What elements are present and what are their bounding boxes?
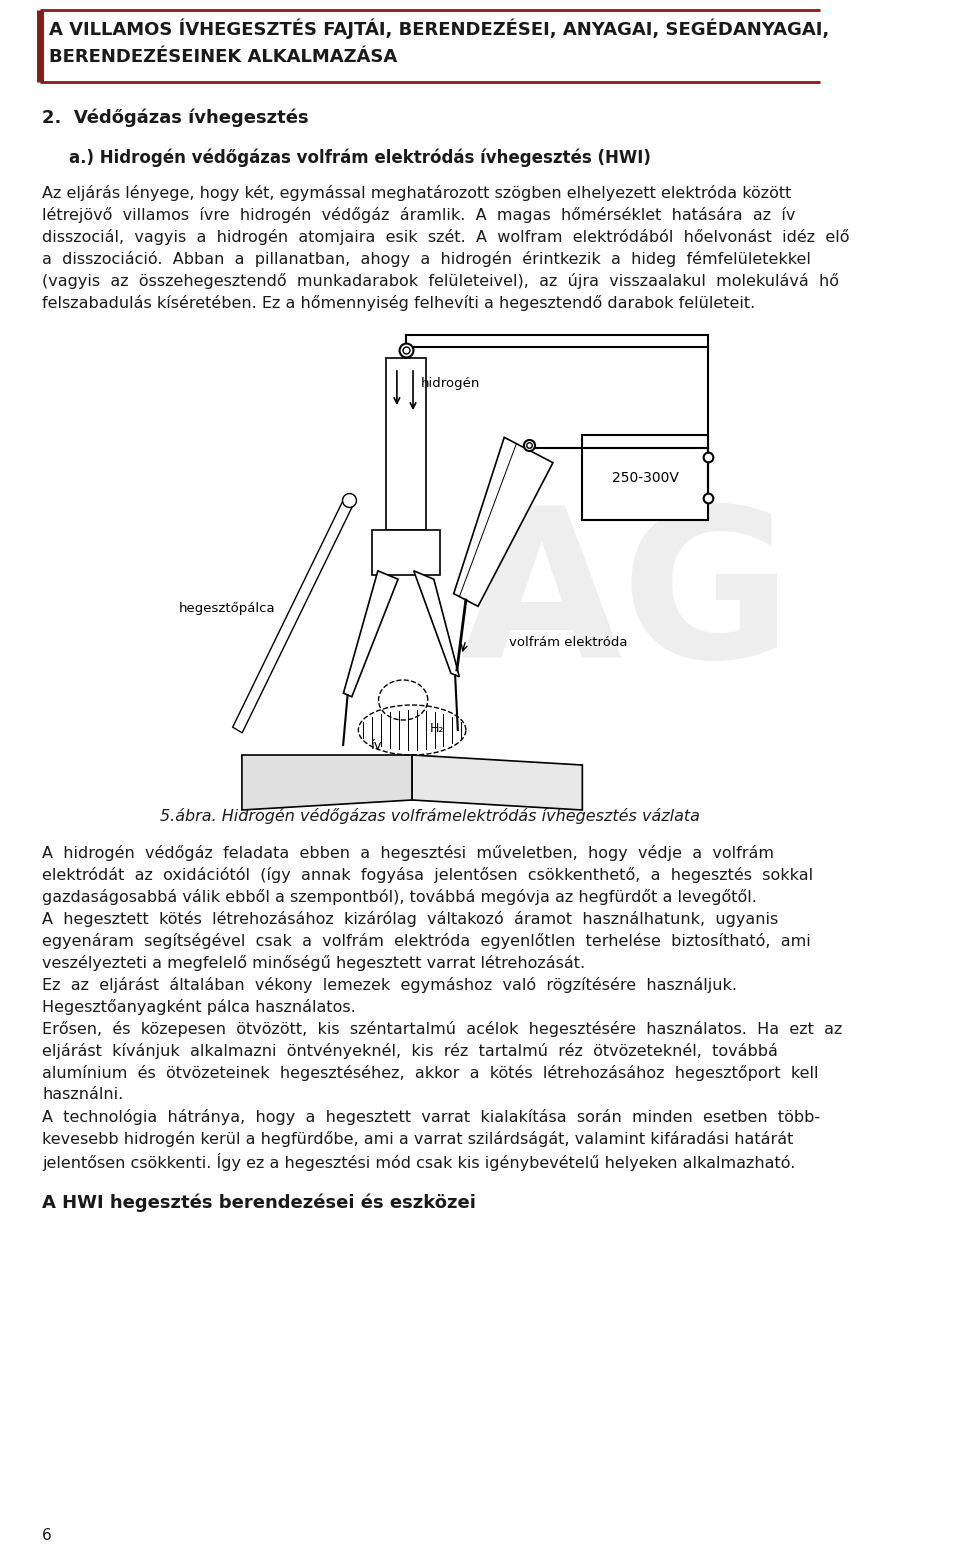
Text: 5.ábra. Hidrogén védőgázas volfrámelektródás ívhegesztés vázlata: 5.ábra. Hidrogén védőgázas volfrámelektr… (160, 809, 700, 824)
Text: AG: AG (461, 499, 793, 701)
Text: jelentősen csökkenti. Így ez a hegesztési mód csak kis igénybevételű helyeken al: jelentősen csökkenti. Így ez a hegesztés… (42, 1153, 796, 1172)
Text: A HWI hegesztés berendezései és eszközei: A HWI hegesztés berendezései és eszközei (42, 1193, 476, 1212)
Text: 6: 6 (42, 1528, 52, 1542)
Polygon shape (232, 497, 354, 732)
Text: alumínium  és  ötvözeteinek  hegesztéséhez,  akkor  a  kötés  létrehozásához  he: alumínium és ötvözeteinek hegesztéséhez,… (42, 1066, 819, 1081)
Text: eljárást  kívánjuk  alkalmazni  öntvényeknél,  kis  réz  tartalmú  réz  ötvözete: eljárást kívánjuk alkalmazni öntvényekné… (42, 1042, 778, 1059)
Text: gazdaságosabbá válik ebből a szempontból), továbbá megóvja az hegfürdőt a levegő: gazdaságosabbá válik ebből a szempontból… (42, 890, 757, 905)
Polygon shape (454, 438, 553, 606)
Text: Az eljárás lényege, hogy két, egymással meghatározott szögben elhelyezett elektr: Az eljárás lényege, hogy két, egymással … (42, 185, 791, 201)
Text: használni.: használni. (42, 1087, 123, 1102)
Polygon shape (414, 570, 459, 676)
Text: kevesebb hidrogén kerül a hegfürdőbe, ami a varrat szilárdságát, valamint kifára: kevesebb hidrogén kerül a hegfürdőbe, am… (42, 1131, 794, 1147)
Text: veszélyezteti a megfelelő minőségű hegesztett varrat létrehozását.: veszélyezteti a megfelelő minőségű heges… (42, 955, 586, 971)
Polygon shape (412, 756, 583, 810)
Text: Ez  az  eljárást  általában  vékony  lemezek  egymáshoz  való  rögzítésére  hasz: Ez az eljárást általában vékony lemezek … (42, 977, 737, 992)
Text: ív: ív (371, 738, 382, 751)
Text: felszabadulás kíséretében. Ez a hőmennyiség felhevíti a hegesztendő darabok felü: felszabadulás kíséretében. Ez a hőmennyi… (42, 294, 756, 312)
Text: A  technológia  hátránya,  hogy  a  hegesztett  varrat  kialakítása  során  mind: A technológia hátránya, hogy a hegesztet… (42, 1109, 820, 1125)
Polygon shape (344, 570, 398, 696)
Text: Erősen,  és  közepesen  ötvözött,  kis  széntartalmú  acélok  hegesztésére  hasz: Erősen, és közepesen ötvözött, kis szént… (42, 1020, 843, 1038)
Text: elektródát  az  oxidációtól  (így  annak  fogyása  jelentősen  csökkenthető,  a : elektródát az oxidációtól (így annak fog… (42, 866, 813, 883)
Text: hidrogén: hidrogén (421, 377, 480, 390)
Text: Hegesztőanyagként pálca használatos.: Hegesztőanyagként pálca használatos. (42, 999, 356, 1014)
Polygon shape (242, 756, 412, 810)
Text: létrejövő  villamos  ívre  hidrogén  védőgáz  áramlik.  A  magas  hőmérséklet  h: létrejövő villamos ívre hidrogén védőgáz… (42, 207, 796, 223)
Text: A  hidrogén  védőgáz  feladata  ebben  a  hegesztési  műveletben,  hogy  védje  : A hidrogén védőgáz feladata ebben a hege… (42, 844, 774, 862)
Bar (386, 358, 425, 530)
Bar (583, 435, 708, 520)
Text: A  hegesztett  kötés  létrehozásához  kizárólag  váltakozó  áramot  használhatun: A hegesztett kötés létrehozásához kizáró… (42, 911, 779, 927)
Text: H₂: H₂ (430, 721, 444, 734)
Text: 2.  Védőgázas ívhegesztés: 2. Védőgázas ívhegesztés (42, 108, 309, 126)
Text: A VILLAMOS ÍVHEGESZTÉS FAJTÁI, BERENDEZÉSEI, ANYAGAI, SEGÉDANYAGAI,: A VILLAMOS ÍVHEGESZTÉS FAJTÁI, BERENDEZÉ… (49, 19, 829, 39)
Text: a  disszociáció.  Abban  a  pillanatban,  ahogy  a  hidrogén  érintkezik  a  hid: a disszociáció. Abban a pillanatban, aho… (42, 251, 811, 266)
Text: disszociál,  vagyis  a  hidrogén  atomjaira  esik  szét.  A  wolfram  elektródáb: disszociál, vagyis a hidrogén atomjaira … (42, 229, 850, 245)
Text: volfrám elektróda: volfrám elektróda (509, 636, 628, 648)
Text: hegesztőpálca: hegesztőpálca (180, 601, 276, 614)
Bar (372, 530, 440, 575)
Text: egyenáram  segítségével  csak  a  volfrám  elektróda  egyenlőtlen  terhelése  bi: egyenáram segítségével csak a volfrám el… (42, 933, 811, 949)
Text: (vagyis  az  összehegesztendő  munkadarabok  felületeivel),  az  újra  visszaala: (vagyis az összehegesztendő munkadarabok… (42, 273, 839, 288)
Text: 250-300V: 250-300V (612, 471, 679, 485)
Text: BERENDEZÉSEINEK ALKALMAZÁSA: BERENDEZÉSEINEK ALKALMAZÁSA (49, 48, 397, 65)
Text: a.) Hidrogén védőgázas volfrám elektródás ívhegesztés (HWI): a.) Hidrogén védőgázas volfrám elektródá… (69, 148, 651, 167)
